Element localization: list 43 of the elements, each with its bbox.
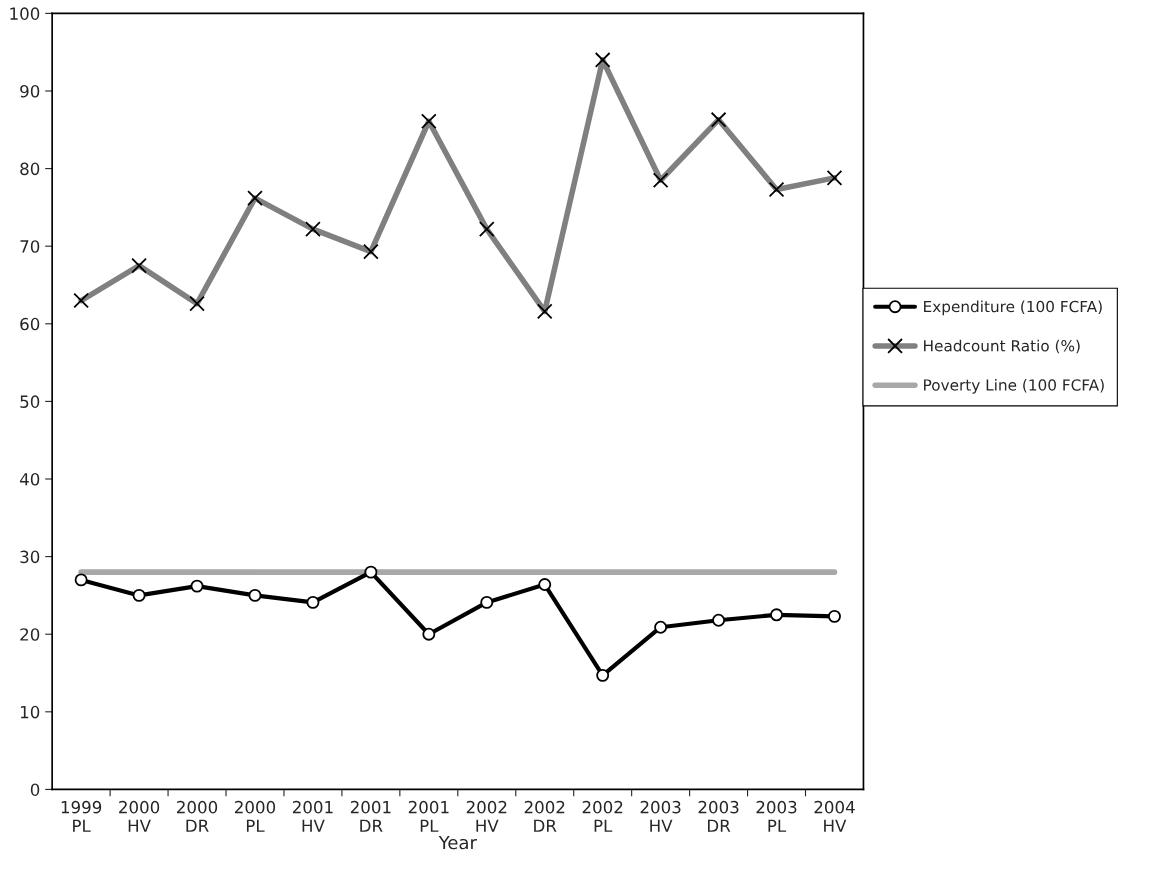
- y-tick-label: 80: [20, 162, 40, 176]
- y-tick-label: 20: [20, 628, 40, 641]
- y-tick-label: 0: [30, 783, 40, 796]
- point: [132, 588, 146, 602]
- x-tick-label: 2001 PL: [408, 800, 449, 832]
- legend-label: Poverty Line (100 FCFA): [924, 378, 1104, 394]
- y-tick-label: 50: [20, 395, 40, 408]
- x-tick-label: 1999 PL: [61, 800, 102, 832]
- point: [712, 613, 726, 627]
- x-tick-label: 2000 HV: [119, 800, 160, 832]
- point: [306, 595, 320, 609]
- legend-label: Expenditure (100 FCFA): [924, 300, 1102, 316]
- x-tick-label: 2001 HV: [292, 800, 333, 832]
- y-tick-label: 10: [20, 705, 40, 719]
- point: [596, 668, 610, 682]
- x-tick-label: 2003 DR: [698, 800, 739, 832]
- legend-label: Headcount Ratio (%): [924, 339, 1080, 354]
- y-tick-label: 100: [10, 7, 40, 20]
- x-tick-label: 2004 HV: [814, 800, 855, 832]
- y-tick-label: 70: [20, 240, 40, 253]
- y-tick-label: 40: [19, 472, 40, 486]
- point: [770, 608, 783, 622]
- y-tick-label: 30: [20, 550, 40, 564]
- y-tick-label: 60: [20, 317, 40, 331]
- point: [74, 573, 88, 587]
- x-tick-label: 2000 PL: [234, 800, 276, 832]
- x-tick-label: 2003 PL: [756, 800, 797, 832]
- x-tick-label: 2000 DR: [177, 800, 218, 832]
- point: [422, 627, 436, 641]
- x-tick-label: 2002 DR: [524, 800, 565, 832]
- x-tick-label: 2002 PL: [582, 800, 623, 832]
- point: [248, 588, 262, 602]
- point: [828, 609, 841, 623]
- point: [480, 595, 494, 609]
- point: [538, 578, 552, 592]
- point: [190, 579, 204, 593]
- x-tick-label: 2003 HV: [640, 800, 681, 832]
- x-tick-label: 2002 HV: [466, 800, 507, 832]
- x-tick-label: 2001 DR: [350, 800, 391, 832]
- point: [654, 620, 668, 634]
- point: [364, 565, 378, 579]
- y-tick-label: 90: [20, 84, 40, 98]
- x-axis-title: Year: [438, 835, 477, 850]
